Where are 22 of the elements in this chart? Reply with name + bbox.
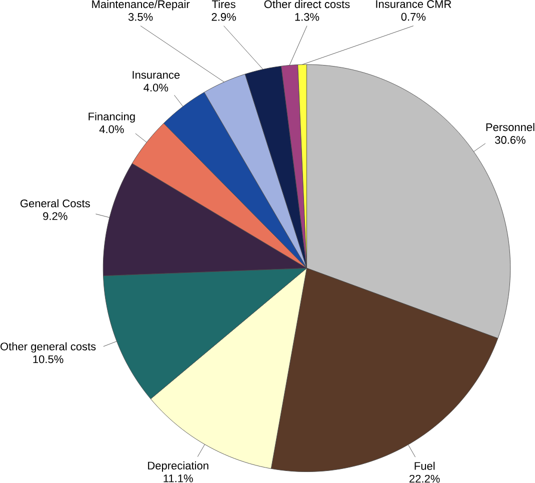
- data-label: 0.7%: [401, 13, 426, 21]
- slice-label: Other general costs: [0, 342, 96, 353]
- slice-label: Depreciation: [148, 462, 208, 472]
- slice-label: Fuel: [414, 462, 435, 470]
- data-label: 1.3%: [295, 13, 320, 22]
- slice-label: Maintenance/Repair: [92, 0, 190, 10]
- slice-label: Financing: [88, 112, 135, 123]
- data-label: 10.5%: [33, 356, 64, 364]
- data-label: 30.6%: [495, 136, 526, 144]
- data-label: 2.9%: [212, 13, 236, 22]
- slice-label: Personnel: [486, 123, 534, 132]
- data-label: 4.0%: [144, 84, 168, 92]
- slice-label: Insurance CMR: [376, 0, 452, 8]
- data-label: 9.2%: [43, 212, 68, 220]
- data-label: 22.2%: [410, 475, 440, 483]
- slice-label: Tires: [212, 0, 236, 8]
- data-label: 4.0%: [99, 126, 124, 134]
- slice-label: Other direct costs: [264, 0, 350, 8]
- data-label: 3.5%: [128, 13, 153, 22]
- slice-label: General Costs: [20, 199, 90, 208]
- data-label: 11.1%: [164, 474, 193, 482]
- slice-label: Insurance: [132, 71, 180, 79]
